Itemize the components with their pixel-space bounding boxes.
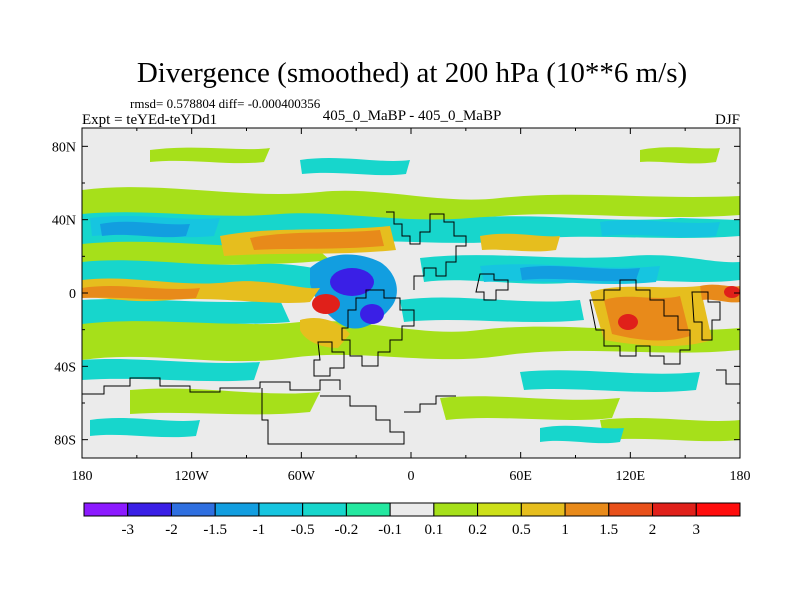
core-shape: [618, 314, 638, 330]
coastline: [386, 211, 467, 290]
coastline: [691, 291, 721, 341]
colorbar-label: -2: [165, 522, 178, 538]
x-tick-label: 180: [730, 469, 751, 484]
colorbar-swatch: [127, 502, 172, 517]
core-shape: [360, 304, 384, 324]
band-shape: [82, 299, 290, 324]
band-shape: [82, 286, 200, 300]
band-shape: [540, 425, 624, 444]
x-tick-label: 60W: [288, 469, 316, 484]
colorbar-label: 1.5: [599, 522, 618, 538]
band-shape: [130, 388, 320, 415]
colorbar-swatch: [520, 502, 566, 517]
colorbar-label: -0.5: [291, 522, 315, 538]
colorbar-label: -1: [253, 522, 266, 538]
expt-label: Expt = teYEd-teYDd1: [82, 112, 217, 128]
colorbar-swatch: [652, 502, 697, 517]
band-shape: [600, 418, 740, 442]
colorbar-label: -0.1: [378, 522, 402, 538]
colorbar-swatch: [564, 502, 610, 517]
x-tick-label: 60E: [509, 469, 532, 484]
colorbar-label: 1: [561, 522, 569, 538]
band-shape: [250, 230, 384, 250]
season-label: DJF: [715, 112, 740, 128]
band-shape: [520, 370, 700, 392]
coastline: [261, 388, 405, 445]
colorbar-label: -1.5: [203, 522, 227, 538]
x-axis: 180 120W 60W 0 60E 120E 180: [72, 128, 751, 484]
band-shape: [400, 297, 584, 322]
coastline: [341, 289, 415, 367]
stats-label: rmsd= 0.578804 diff= -0.000400356: [130, 96, 321, 111]
x-tick-label: 120W: [175, 469, 210, 484]
y-tick-label: 40N: [52, 214, 76, 229]
coastline: [82, 377, 341, 395]
colorbar-swatch: [389, 502, 435, 517]
colorbar-label: 3: [693, 522, 701, 538]
colorbar-label: -0.2: [335, 522, 359, 538]
colorbar-swatch: [302, 502, 347, 517]
coastline: [313, 341, 345, 377]
y-axis: 80N 40N 0 40S 80S: [52, 140, 740, 449]
band-shape: [440, 396, 620, 420]
core-shape: [330, 268, 374, 296]
divergence-field: [82, 147, 740, 445]
colorbar-label: 0.2: [468, 522, 487, 538]
x-tick-label: 180: [72, 469, 93, 484]
band-shape: [82, 187, 740, 224]
coastline: [589, 279, 691, 365]
colorbar: -3 -2 -1.5 -1 -0.5 -0.2 -0.1 0.1 0.2 0.5 1 1.5 2 3: [83, 502, 741, 538]
coastlines: [82, 211, 740, 445]
band-very-strong-negative: [330, 268, 384, 324]
subtitle-center: 405_0_MaBP - 405_0_MaBP: [323, 108, 502, 124]
band-shape: [82, 359, 260, 382]
core-shape: [312, 294, 340, 314]
band-shape: [300, 158, 410, 176]
colorbar-swatch: [83, 502, 129, 517]
y-tick-label: 80S: [54, 434, 76, 449]
band-very-strong-positive: [312, 286, 740, 330]
x-tick-label: 120E: [616, 469, 646, 484]
x-tick-label: 0: [408, 469, 415, 484]
band-shape: [604, 296, 690, 341]
colorbar-swatch: [345, 502, 391, 517]
y-tick-label: 80N: [52, 140, 76, 155]
band-shape: [640, 147, 720, 164]
colorbar-label: -3: [121, 522, 134, 538]
band-shape: [82, 317, 740, 362]
band-shape: [100, 221, 190, 238]
colorbar-swatch: [695, 502, 741, 517]
chart-title: Divergence (smoothed) at 200 hPa (10**6 …: [137, 57, 687, 89]
coastline: [404, 395, 456, 413]
colorbar-swatch: [170, 502, 216, 517]
band-shape: [520, 266, 640, 282]
colorbar-label: 2: [649, 522, 657, 538]
colorbar-label: 0.5: [512, 522, 531, 538]
y-tick-label: 0: [69, 287, 76, 302]
coastline: [716, 369, 740, 385]
colorbar-swatch: [214, 502, 260, 517]
band-shape: [90, 418, 200, 438]
colorbar-swatch: [433, 502, 479, 517]
colorbar-swatch: [477, 502, 522, 517]
band-shape: [300, 317, 350, 348]
colorbar-label: 0.1: [424, 522, 443, 538]
band-shape: [600, 220, 720, 238]
y-tick-label: 40S: [54, 360, 76, 375]
band-shape: [480, 233, 560, 252]
colorbar-swatch: [258, 502, 304, 517]
core-shape: [724, 286, 740, 298]
band-shape: [150, 147, 270, 164]
coastline: [475, 273, 509, 301]
colorbar-swatch: [608, 502, 654, 517]
